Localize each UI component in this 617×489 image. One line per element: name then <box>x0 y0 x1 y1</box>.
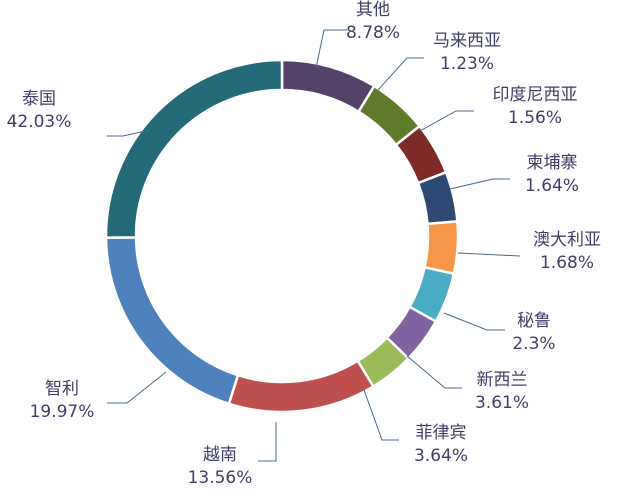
leader-line-0 <box>315 29 347 69</box>
slice-10 <box>104 58 284 239</box>
leader-line-5 <box>443 312 505 331</box>
slice-9 <box>104 236 240 406</box>
slice-value-8: 13.56% <box>188 468 253 488</box>
slice-value-7: 3.64% <box>414 446 468 466</box>
slice-labels: 其他 8.78% 马来西亚 1.23% 印度尼西亚 1.56% 柬埔寨 1.64% 澳大利亚 1.… <box>7 0 601 488</box>
slice-value-3: 1.64% <box>525 176 579 196</box>
slice-name-3: 柬埔寨 <box>527 153 578 173</box>
slice-name-0: 其他 <box>356 0 390 20</box>
slice-name-8: 越南 <box>203 445 237 465</box>
leader-line-8 <box>258 422 277 462</box>
slice-value-6: 3.61% <box>475 393 529 413</box>
slice-8 <box>227 359 376 414</box>
slice-name-7: 菲律宾 <box>416 423 467 443</box>
slice-name-6: 新西兰 <box>477 370 528 390</box>
donut-slices <box>104 58 460 414</box>
slice-value-2: 1.56% <box>508 108 562 128</box>
leader-line-4 <box>457 252 521 257</box>
slice-0 <box>280 58 376 114</box>
slice-name-9: 智利 <box>45 379 79 399</box>
slice-name-4: 澳大利亚 <box>533 230 601 250</box>
leader-line-2 <box>419 110 474 132</box>
leader-lines <box>107 29 521 462</box>
leader-line-1 <box>377 57 424 91</box>
slice-value-0: 8.78% <box>346 23 400 43</box>
slice-value-1: 1.23% <box>440 54 494 74</box>
slice-4 <box>423 220 460 276</box>
slice-value-4: 1.68% <box>540 253 594 273</box>
slice-value-10: 42.03% <box>7 112 72 132</box>
slice-value-5: 2.3% <box>512 334 555 354</box>
leader-line-3 <box>449 178 510 190</box>
slice-name-1: 马来西亚 <box>433 31 501 51</box>
slice-3 <box>416 170 459 226</box>
slice-value-9: 19.97% <box>30 402 95 422</box>
leader-line-10 <box>107 129 151 137</box>
slice-name-5: 秘鲁 <box>517 311 551 331</box>
slice-name-10: 泰国 <box>22 89 56 109</box>
slice-name-2: 印度尼西亚 <box>493 85 578 105</box>
leader-line-9 <box>107 371 167 404</box>
leader-line-7 <box>363 389 399 441</box>
leader-line-6 <box>406 355 462 389</box>
